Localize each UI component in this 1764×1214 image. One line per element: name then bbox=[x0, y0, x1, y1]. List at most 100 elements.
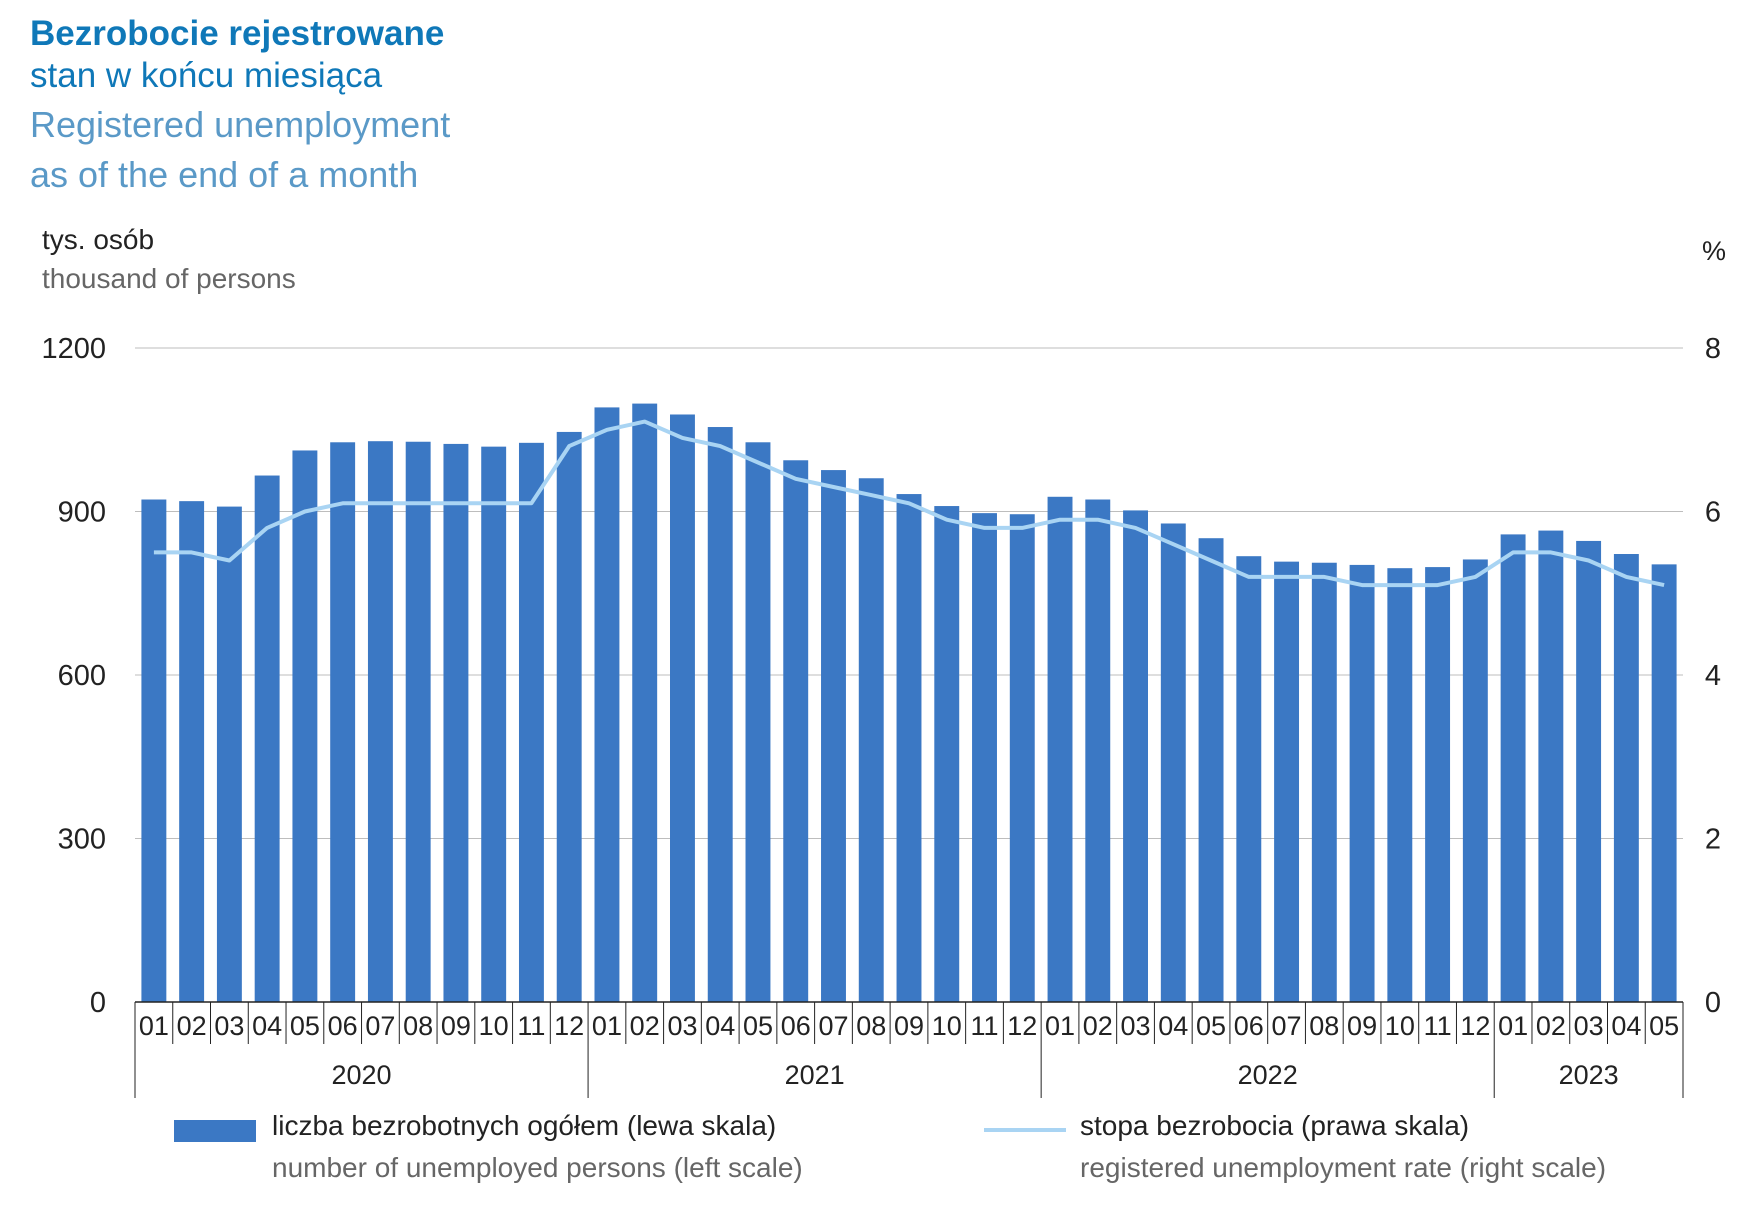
bar bbox=[783, 460, 809, 1002]
bar bbox=[670, 414, 695, 1002]
bar bbox=[1123, 510, 1148, 1002]
left-axis-label-en: thousand of persons bbox=[42, 263, 296, 294]
month-label: 01 bbox=[1498, 1011, 1528, 1041]
bar bbox=[179, 501, 205, 1002]
bar bbox=[1198, 538, 1224, 1002]
month-label: 02 bbox=[177, 1011, 207, 1041]
right-tick-label: 2 bbox=[1705, 824, 1721, 856]
month-label: 10 bbox=[479, 1011, 509, 1041]
bar bbox=[821, 470, 846, 1003]
chart-subtitle-pl: stan w końcu miesiąca bbox=[30, 56, 383, 95]
year-label: 2020 bbox=[331, 1060, 391, 1090]
bar bbox=[1236, 556, 1262, 1002]
month-label: 11 bbox=[1424, 1011, 1452, 1041]
left-tick-label: 600 bbox=[58, 660, 106, 692]
month-label: 11 bbox=[970, 1011, 998, 1041]
bar bbox=[1651, 564, 1677, 1002]
year-label: 2021 bbox=[785, 1060, 845, 1090]
month-label: 02 bbox=[630, 1011, 660, 1041]
bar bbox=[1274, 561, 1300, 1002]
left-tick-label: 0 bbox=[90, 987, 106, 1019]
month-label: 01 bbox=[592, 1011, 622, 1041]
bar bbox=[1613, 554, 1639, 1002]
month-label: 05 bbox=[1196, 1011, 1226, 1041]
month-label: 05 bbox=[1649, 1011, 1679, 1041]
legend-bars-label-pl: liczba bezrobotnych ogółem (lewa skala) bbox=[272, 1110, 777, 1141]
month-label: 12 bbox=[554, 1011, 584, 1041]
bar bbox=[707, 427, 733, 1002]
month-label: 09 bbox=[894, 1011, 924, 1041]
legend-bars-label-en: number of unemployed persons (left scale… bbox=[272, 1152, 803, 1183]
month-label: 08 bbox=[403, 1011, 433, 1041]
month-label: 12 bbox=[1460, 1011, 1490, 1041]
bar bbox=[141, 499, 167, 1002]
bar bbox=[254, 475, 280, 1002]
legend-line-label-pl: stopa bezrobocia (prawa skala) bbox=[1080, 1110, 1470, 1141]
month-label: 03 bbox=[1574, 1011, 1604, 1041]
month-label: 05 bbox=[290, 1011, 320, 1041]
month-label: 10 bbox=[932, 1011, 962, 1041]
month-label: 03 bbox=[214, 1011, 244, 1041]
month-label: 02 bbox=[1536, 1011, 1566, 1041]
month-label: 09 bbox=[1347, 1011, 1377, 1041]
month-label: 06 bbox=[328, 1011, 358, 1041]
bar bbox=[896, 494, 922, 1002]
bar bbox=[1387, 568, 1413, 1002]
right-axis-unit: % bbox=[1702, 236, 1727, 266]
month-label: 08 bbox=[856, 1011, 886, 1041]
bar bbox=[1085, 499, 1111, 1002]
month-label: 02 bbox=[1083, 1011, 1113, 1041]
bar bbox=[1160, 523, 1186, 1002]
month-label: 04 bbox=[252, 1011, 282, 1041]
bar bbox=[934, 506, 960, 1002]
bar bbox=[518, 442, 544, 1003]
month-label: 06 bbox=[781, 1011, 811, 1041]
bar bbox=[1009, 514, 1035, 1002]
month-label: 01 bbox=[1045, 1011, 1075, 1041]
bar bbox=[216, 506, 242, 1002]
bar bbox=[1349, 564, 1375, 1002]
bar bbox=[292, 450, 318, 1003]
legend-line-swatch bbox=[984, 1128, 1066, 1132]
year-label: 2023 bbox=[1559, 1060, 1619, 1090]
month-label: 04 bbox=[1158, 1011, 1188, 1041]
month-label: 08 bbox=[1309, 1011, 1339, 1041]
bar bbox=[405, 441, 431, 1002]
bar bbox=[1311, 562, 1337, 1002]
bar bbox=[556, 431, 582, 1002]
right-tick-label: 0 bbox=[1705, 987, 1721, 1019]
right-tick-label: 8 bbox=[1705, 333, 1721, 365]
bar bbox=[745, 442, 771, 1002]
bar bbox=[1576, 540, 1602, 1002]
rate-line bbox=[153, 419, 1665, 588]
month-label: 07 bbox=[818, 1011, 848, 1041]
month-label: 07 bbox=[365, 1011, 395, 1041]
month-label: 01 bbox=[139, 1011, 169, 1041]
month-label: 10 bbox=[1385, 1011, 1415, 1041]
chart-title: Bezrobocie rejestrowane bbox=[30, 14, 445, 53]
year-label: 2022 bbox=[1238, 1060, 1298, 1090]
month-label: 05 bbox=[743, 1011, 773, 1041]
bar bbox=[1500, 534, 1526, 1002]
bar bbox=[972, 513, 997, 1002]
bar bbox=[367, 441, 393, 1002]
chart-title-en-line1: Registered unemployment bbox=[30, 104, 451, 145]
bar bbox=[443, 443, 469, 1002]
bar bbox=[330, 442, 356, 1002]
left-tick-label: 900 bbox=[58, 497, 106, 529]
bar bbox=[858, 478, 884, 1002]
right-tick-label: 6 bbox=[1705, 497, 1721, 529]
chart-title-en-line2: as of the end of a month bbox=[30, 154, 419, 195]
legend-line-label-en: registered unemployment rate (right scal… bbox=[1080, 1152, 1607, 1183]
month-label: 11 bbox=[517, 1011, 545, 1041]
bar bbox=[1462, 559, 1488, 1002]
left-tick-label: 300 bbox=[58, 824, 106, 856]
bar bbox=[632, 403, 658, 1003]
left-axis-label-pl: tys. osób bbox=[42, 224, 155, 255]
month-label: 09 bbox=[441, 1011, 471, 1041]
month-label: 04 bbox=[1611, 1011, 1641, 1041]
month-label: 04 bbox=[705, 1011, 735, 1041]
month-label: 07 bbox=[1272, 1011, 1302, 1041]
left-tick-label: 1200 bbox=[41, 333, 106, 365]
